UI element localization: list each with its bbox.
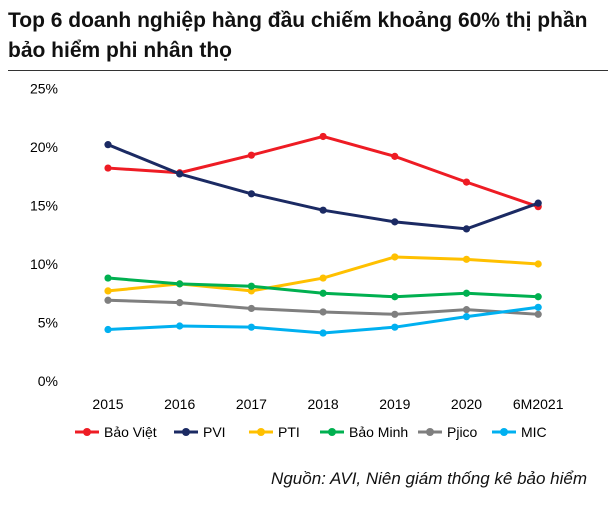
data-point-mic	[319, 329, 327, 337]
legend-marker-bao-viet	[83, 428, 91, 436]
data-point-bao-viet	[391, 152, 399, 160]
data-point-pjico	[247, 304, 255, 313]
legend-item-bao-minh: Bảo Minh	[320, 424, 408, 440]
data-point-pvi	[534, 199, 542, 207]
y-tick-label: 10%	[30, 256, 58, 272]
data-point-pjico	[462, 306, 471, 314]
y-axis: 0% 5% 10% 15% 20% 25%	[30, 81, 58, 390]
y-tick-label: 25%	[30, 81, 58, 97]
data-point-bao-minh	[247, 282, 255, 290]
data-point-pjico	[534, 310, 542, 318]
data-point-bao-minh	[391, 293, 399, 301]
data-point-bao-minh	[104, 274, 112, 282]
data-point-mic	[391, 323, 399, 331]
x-tick-label: 2016	[164, 396, 195, 412]
y-tick-label: 20%	[30, 139, 58, 155]
x-tick-label: 2019	[379, 396, 410, 412]
data-point-pvi	[176, 170, 184, 178]
data-point-mic	[104, 325, 112, 334]
data-point-mic	[247, 323, 255, 331]
legend-marker-mic	[500, 428, 508, 436]
data-point-bao-viet	[247, 151, 255, 159]
series-line-pti	[107, 255, 539, 293]
data-point-bao-minh	[319, 289, 327, 297]
data-point-pvi	[319, 206, 327, 214]
x-axis: 2015 2016 2017 2018 2019 2020 6M2021	[92, 396, 563, 412]
data-point-bao-viet	[104, 164, 112, 172]
y-tick-label: 5%	[38, 315, 58, 331]
data-point-bao-minh	[534, 293, 542, 301]
data-point-pjico	[391, 310, 399, 318]
data-point-pjico	[104, 296, 112, 304]
data-point-pti	[462, 255, 471, 263]
data-point-bao-minh	[176, 280, 184, 288]
chart-title: Top 6 doanh nghiệp hàng đầu chiếm khoảng…	[8, 9, 588, 62]
data-point-pvi	[391, 218, 399, 226]
legend-label-pjico: Pjico	[447, 424, 478, 440]
data-point-pti	[391, 253, 399, 261]
legend-marker-pti	[257, 428, 265, 436]
y-tick-label: 0%	[38, 373, 58, 389]
data-point-pti	[319, 274, 327, 282]
legend-item-bao-viet: Bảo Việt	[75, 424, 157, 440]
y-tick-label: 15%	[30, 198, 58, 214]
legend-item-pjico: Pjico	[418, 424, 478, 440]
data-point-pti	[104, 287, 112, 295]
x-tick-label: 2018	[308, 396, 339, 412]
legend-item-pvi: PVI	[174, 424, 226, 440]
data-point-bao-minh	[462, 289, 471, 297]
x-tick-label: 2017	[236, 396, 267, 412]
legend-label-bao-viet: Bảo Việt	[104, 424, 157, 440]
data-point-mic	[462, 313, 471, 321]
x-tick-label: 6M2021	[513, 396, 564, 412]
data-point-pti	[534, 260, 542, 268]
legend-marker-pjico	[426, 428, 434, 436]
data-point-pvi	[462, 225, 471, 233]
legend: Bảo Việt PVI PTI Bảo Minh Pjico MIC	[75, 424, 547, 440]
series-lines	[104, 132, 542, 337]
title-divider	[8, 70, 608, 71]
data-point-mic	[176, 322, 184, 330]
legend-item-pti: PTI	[249, 424, 300, 440]
data-point-pjico	[319, 308, 327, 316]
series-line-pvi	[107, 143, 539, 231]
x-tick-label: 2020	[451, 396, 482, 412]
data-point-bao-viet	[319, 132, 327, 141]
data-point-bao-viet	[462, 178, 471, 186]
legend-label-pvi: PVI	[203, 424, 226, 440]
legend-label-bao-minh: Bảo Minh	[349, 424, 408, 440]
line-chart: 0% 5% 10% 15% 20% 25% 2015 2016 2017 2018 2019 202…	[30, 81, 564, 441]
source-note: Nguồn: AVI, Niên giám thống kê bảo hiểm	[271, 469, 587, 488]
legend-label-mic: MIC	[521, 424, 547, 440]
legend-label-pti: PTI	[278, 424, 300, 440]
data-point-mic	[534, 303, 542, 311]
data-point-pjico	[176, 299, 184, 307]
x-tick-label: 2015	[92, 396, 123, 412]
legend-marker-pvi	[182, 428, 190, 436]
data-point-pvi	[247, 190, 255, 198]
legend-item-mic: MIC	[492, 424, 547, 440]
legend-marker-bao-minh	[328, 428, 336, 436]
data-point-pvi	[104, 141, 112, 149]
